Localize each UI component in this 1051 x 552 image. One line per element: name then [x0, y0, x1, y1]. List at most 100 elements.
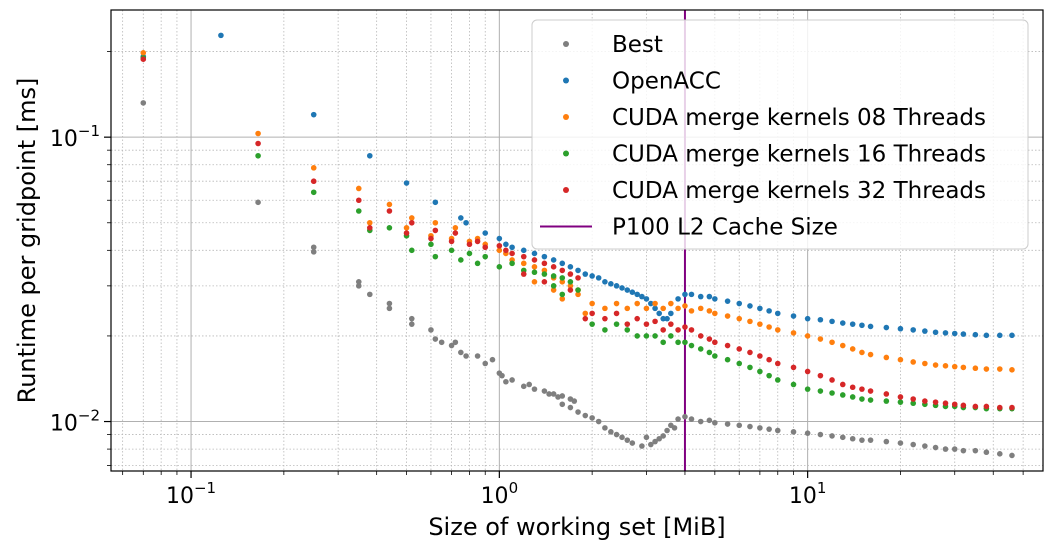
data-point	[466, 241, 473, 248]
data-point	[503, 247, 509, 254]
data-point	[582, 412, 589, 419]
data-point	[859, 322, 865, 329]
legend: Best OpenACC CUDA merge kernels 08 Threads…	[531, 19, 1029, 250]
data-point	[613, 300, 620, 307]
data-point	[520, 247, 527, 254]
data-point	[897, 325, 904, 332]
data-point	[643, 305, 650, 312]
data-point	[408, 315, 415, 322]
data-point	[983, 332, 990, 339]
data-point	[972, 331, 979, 338]
series-1-points	[140, 32, 1015, 339]
data-point	[624, 437, 631, 443]
data-point	[567, 404, 574, 411]
data-point	[656, 310, 662, 317]
legend-marker	[563, 150, 569, 157]
data-point	[910, 441, 917, 448]
data-point	[712, 353, 718, 359]
data-point	[829, 390, 835, 396]
data-point	[559, 260, 566, 267]
data-point	[567, 283, 574, 289]
data-point	[595, 418, 602, 425]
data-point	[774, 427, 781, 434]
data-point	[849, 346, 856, 352]
data-point	[499, 372, 505, 379]
plot-frame	[110, 9, 1044, 472]
y-axis-label: Runtime per gridpoint [ms]	[13, 78, 41, 404]
data-point	[660, 327, 666, 333]
data-point	[403, 180, 410, 186]
data-point	[804, 430, 811, 436]
data-point	[255, 130, 261, 137]
data-point	[567, 279, 574, 285]
data-point	[310, 111, 317, 118]
data-point	[496, 242, 503, 249]
data-point	[712, 339, 718, 346]
data-point	[736, 315, 743, 322]
data-point	[613, 321, 620, 327]
data-point	[482, 230, 489, 236]
data-point	[804, 315, 811, 322]
data-point	[656, 435, 662, 442]
data-point	[463, 353, 469, 359]
data-point	[526, 381, 533, 388]
data-point	[531, 264, 538, 270]
data-point	[942, 446, 949, 452]
data-point	[724, 421, 731, 427]
data-point	[466, 250, 473, 257]
data-point	[463, 219, 469, 226]
data-point	[531, 250, 538, 257]
data-point	[668, 310, 674, 317]
data-point	[432, 219, 439, 226]
data-point	[706, 417, 713, 424]
data-point	[774, 310, 781, 317]
data-point	[432, 253, 439, 260]
data-point	[218, 32, 224, 39]
data-point	[736, 346, 743, 352]
data-point	[403, 225, 410, 231]
data-point	[648, 441, 654, 448]
data-point	[366, 152, 373, 159]
data-point	[575, 409, 581, 415]
data-point	[757, 321, 763, 327]
data-point	[541, 260, 548, 267]
data-point	[910, 359, 917, 365]
data-point	[541, 388, 548, 394]
data-point	[448, 247, 455, 254]
data-point	[386, 225, 393, 231]
data-point	[859, 386, 865, 392]
data-point	[682, 291, 688, 298]
data-point	[883, 354, 890, 361]
legend-label: CUDA merge kernels 16 Threads	[612, 142, 986, 168]
data-point	[804, 386, 811, 392]
data-point	[883, 391, 890, 397]
data-points	[140, 32, 1015, 459]
data-point	[555, 394, 561, 400]
data-point	[757, 425, 763, 431]
data-point	[652, 305, 658, 312]
data-point	[503, 241, 509, 248]
data-point	[951, 401, 958, 408]
data-point	[559, 401, 566, 408]
data-point	[675, 416, 681, 422]
data-point	[839, 434, 846, 441]
data-point	[747, 303, 753, 309]
data-point	[712, 310, 718, 317]
data-point	[652, 300, 658, 307]
data-point	[559, 393, 566, 399]
data-point	[747, 423, 753, 430]
data-point	[643, 321, 650, 327]
data-point	[408, 321, 415, 327]
data-point	[559, 267, 566, 274]
data-point	[922, 398, 928, 404]
data-point	[983, 403, 990, 410]
data-point	[766, 426, 772, 432]
data-point	[624, 287, 631, 293]
data-point	[922, 443, 928, 449]
data-point	[140, 100, 147, 106]
data-point	[458, 257, 464, 263]
data-point	[883, 398, 890, 404]
data-point	[355, 283, 362, 289]
data-point	[624, 327, 631, 333]
data-point	[541, 253, 548, 260]
